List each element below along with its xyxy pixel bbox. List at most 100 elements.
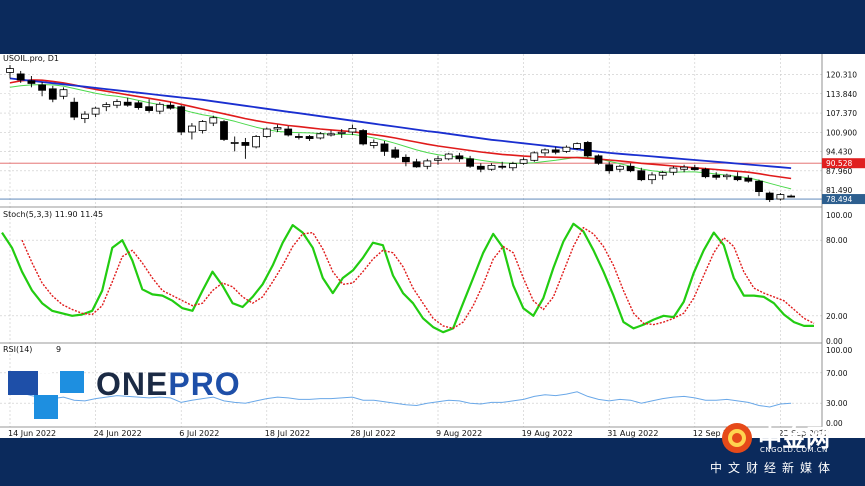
candle-body-bear	[380, 143, 389, 152]
candle	[680, 164, 688, 173]
candle-body-bull	[316, 133, 325, 139]
stochastic-oscillator	[1, 222, 815, 334]
onepro-logo-text: ONEPRO	[96, 366, 241, 403]
candle-body-bull	[155, 103, 164, 112]
onepro-pro: PRO	[168, 366, 241, 402]
moving-averages	[9, 77, 792, 190]
candle	[498, 161, 507, 170]
candle-body-bear	[594, 155, 603, 164]
candle	[487, 163, 496, 171]
rsi-tick-label: 70.00	[826, 369, 848, 378]
candle-body-bull	[252, 136, 261, 148]
candle	[744, 175, 753, 183]
candle-body-bull	[102, 104, 111, 108]
rsi-line	[9, 389, 792, 408]
x-axis-label: 14 Jun 2022	[8, 429, 56, 438]
candle	[573, 142, 581, 150]
candle-body-bear	[637, 170, 646, 181]
rsi-label-value: 9	[56, 345, 61, 354]
candle	[712, 172, 721, 180]
candle	[594, 154, 603, 165]
ma-mid-line	[9, 79, 792, 180]
horizontal-price-lines: 90.528 78.494	[0, 158, 865, 205]
chart-canvas: 90.528 78.494 14 Jun 2022 24 Jun 2022 6 Jul…	[0, 54, 865, 438]
grid-lines	[0, 54, 822, 427]
candle-body-bear	[220, 121, 228, 140]
candle	[294, 133, 303, 140]
price-tick-label: 100.900	[826, 128, 857, 137]
candle	[787, 194, 795, 198]
candle	[134, 100, 143, 110]
x-axis-label: 19 Aug 2022	[522, 429, 573, 438]
rsi-tick-label: 100.00	[826, 346, 852, 355]
candle-body-bull	[262, 128, 271, 137]
candle-body-bull	[669, 167, 678, 173]
candle	[59, 87, 68, 100]
candle-body-bear	[16, 73, 25, 81]
candle	[337, 129, 346, 138]
candle	[701, 167, 710, 179]
ma-fast-line	[9, 84, 792, 190]
candle-body-bear	[755, 180, 763, 192]
candle-body-bull	[327, 133, 335, 136]
candle-body-bear	[391, 149, 400, 158]
candle	[444, 152, 453, 161]
x-axis-label: 31 Aug 2022	[607, 429, 658, 438]
candle-body-bull	[573, 143, 581, 149]
candle-body-bull	[198, 121, 207, 131]
candle	[273, 124, 282, 133]
candle-body-bull	[680, 166, 688, 170]
candle-body-bear	[27, 80, 36, 84]
onepro-one: ONE	[96, 366, 169, 402]
x-axis-label: 6 Jul 2022	[179, 429, 219, 438]
x-axis-label: 18 Jul 2022	[265, 429, 310, 438]
ma-slow-line	[9, 77, 792, 169]
candle	[616, 164, 624, 173]
stoch-tick-label: 80.00	[826, 236, 848, 245]
candle-body-bear	[712, 174, 721, 178]
candle	[305, 134, 314, 141]
candle-body-bull	[6, 68, 14, 73]
candle	[551, 146, 560, 155]
candle	[113, 99, 121, 109]
candlesticks	[6, 64, 795, 203]
candle-body-bear	[123, 101, 132, 106]
candle	[755, 179, 763, 197]
cngold-logo-icon	[722, 423, 752, 453]
candle-body-bear	[48, 88, 57, 100]
candle	[605, 161, 614, 174]
candle-body-bear	[605, 164, 614, 172]
candle-body-bull	[616, 165, 624, 170]
candle-body-bull	[81, 113, 89, 120]
candle	[648, 172, 656, 185]
rsi-tick-label: 30.00	[826, 399, 848, 408]
candle	[316, 132, 325, 140]
candle-body-bear	[305, 136, 314, 139]
candle-body-bull	[508, 163, 517, 169]
candle	[48, 85, 57, 103]
candle-body-bull	[209, 117, 218, 124]
candle	[38, 81, 46, 97]
candle	[6, 64, 14, 79]
price-tick-label: 107.370	[826, 109, 857, 118]
candle	[27, 76, 36, 88]
price-tick-label: 94.430	[826, 148, 852, 157]
candle-body-bull	[230, 142, 239, 144]
candle	[81, 111, 89, 124]
rsi-label: RSI(14)	[3, 345, 32, 354]
candle	[187, 123, 196, 140]
candle-body-bear	[551, 149, 560, 153]
candle	[637, 167, 646, 182]
rsi-indicator	[9, 389, 792, 408]
candle-body-bear	[134, 102, 143, 108]
candle	[145, 99, 154, 113]
candle	[391, 146, 400, 159]
x-axis-label: 22 Sep 2022	[778, 429, 829, 438]
candle	[434, 155, 442, 165]
candle-body-bull	[348, 128, 357, 133]
candle	[177, 105, 186, 135]
candle	[70, 97, 79, 121]
candle	[776, 193, 785, 201]
stoch-tick-label: 0.00	[826, 337, 843, 346]
